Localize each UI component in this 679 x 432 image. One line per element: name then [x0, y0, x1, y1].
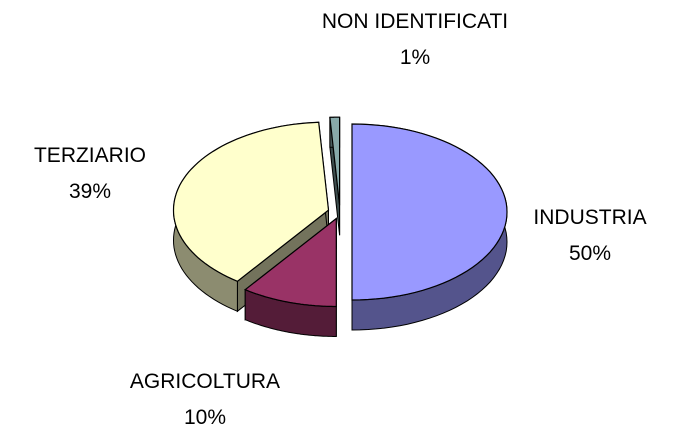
slice-top [172, 121, 330, 282]
category-label: INDUSTRIA [533, 206, 647, 229]
slice-top [329, 116, 341, 206]
pie-slice [351, 123, 508, 331]
slice-label: INDUSTRIA 50% [490, 200, 679, 272]
value-label: 39% [68, 180, 112, 203]
value-label: 1% [399, 46, 431, 69]
slice-label: NON IDENTIFICATI 1% [315, 4, 515, 76]
slice-top [351, 123, 508, 301]
slice-label: TERZIARIO 39% [0, 138, 190, 210]
slice-top [243, 217, 337, 308]
category-label: NON IDENTIFICATI [321, 10, 509, 33]
value-label: 10% [183, 406, 227, 429]
slice-label: AGRICOLTURA 10% [105, 364, 305, 432]
category-label: TERZIARIO [33, 144, 146, 167]
pie-slice [243, 217, 337, 337]
category-label: AGRICOLTURA [129, 370, 281, 393]
pie-slice [329, 116, 341, 236]
value-label: 50% [568, 242, 612, 265]
